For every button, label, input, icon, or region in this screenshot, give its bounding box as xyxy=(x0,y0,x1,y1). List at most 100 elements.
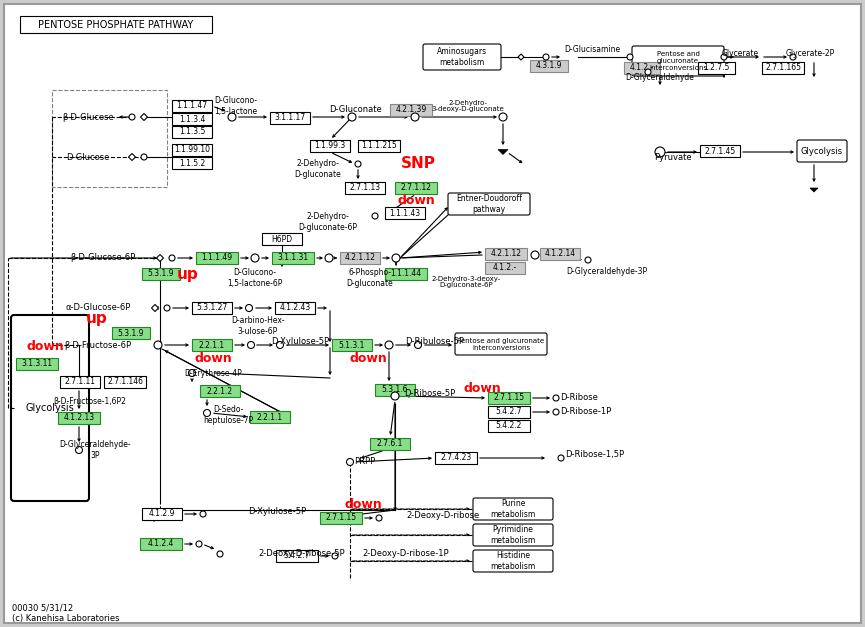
Text: down: down xyxy=(349,352,387,366)
Circle shape xyxy=(553,409,559,415)
Circle shape xyxy=(585,257,591,263)
Text: 2-Deoxy-D-ribose: 2-Deoxy-D-ribose xyxy=(406,510,479,520)
Circle shape xyxy=(499,113,507,121)
Bar xyxy=(172,157,212,169)
Text: 5.3.1.9: 5.3.1.9 xyxy=(118,329,144,337)
Circle shape xyxy=(75,446,82,453)
Text: 4.1.2.-: 4.1.2.- xyxy=(630,63,654,73)
FancyBboxPatch shape xyxy=(473,550,553,572)
Text: Pentose and
glucuronate
interconversions: Pentose and glucuronate interconversions xyxy=(649,51,707,71)
FancyBboxPatch shape xyxy=(473,498,553,520)
Text: 3.1.1.31: 3.1.1.31 xyxy=(278,253,309,263)
Text: down: down xyxy=(463,381,501,394)
Bar xyxy=(375,384,415,396)
Text: 4.2.1.12: 4.2.1.12 xyxy=(490,250,522,258)
Bar xyxy=(276,550,318,562)
Bar xyxy=(172,113,212,125)
Polygon shape xyxy=(151,305,158,312)
Bar xyxy=(52,90,167,187)
Text: 1.1.3.4: 1.1.3.4 xyxy=(179,115,205,124)
Text: down: down xyxy=(26,340,64,354)
Bar xyxy=(540,248,580,260)
FancyBboxPatch shape xyxy=(797,140,847,162)
Circle shape xyxy=(385,341,393,349)
Text: 4.3.1.9: 4.3.1.9 xyxy=(535,61,562,70)
Text: 1.1.1.47: 1.1.1.47 xyxy=(176,102,208,110)
Circle shape xyxy=(251,254,259,262)
Bar xyxy=(142,268,180,280)
Text: 4.1.2.4: 4.1.2.4 xyxy=(148,539,174,549)
Text: up: up xyxy=(86,312,108,327)
Text: 1.1.99.10: 1.1.99.10 xyxy=(174,145,210,154)
Text: Histidine
metabolism: Histidine metabolism xyxy=(490,551,535,571)
Text: 2-Deoxy-D-ribose-1P: 2-Deoxy-D-ribose-1P xyxy=(362,549,449,559)
Text: 2.2.1.2: 2.2.1.2 xyxy=(207,386,233,396)
Text: 2.2.1.1: 2.2.1.1 xyxy=(257,413,283,421)
Circle shape xyxy=(355,161,361,167)
Polygon shape xyxy=(140,113,148,120)
Text: D-Erythrose-4P: D-Erythrose-4P xyxy=(184,369,242,377)
Text: D-Xylulose-5P: D-Xylulose-5P xyxy=(248,507,306,515)
Text: 00030 5/31/12: 00030 5/31/12 xyxy=(12,604,74,613)
Bar xyxy=(358,140,400,152)
Circle shape xyxy=(332,553,338,559)
Text: Glycerate: Glycerate xyxy=(721,48,759,58)
Polygon shape xyxy=(498,149,508,154)
Bar xyxy=(485,248,527,260)
Circle shape xyxy=(543,54,549,60)
Text: Glycerate-2P: Glycerate-2P xyxy=(785,48,835,58)
Text: D-Xylulose-5P: D-Xylulose-5P xyxy=(271,337,329,347)
Text: β-D-Glucose: β-D-Glucose xyxy=(62,112,114,122)
Text: 2.2.1.1: 2.2.1.1 xyxy=(199,340,225,349)
Circle shape xyxy=(376,515,382,521)
Circle shape xyxy=(721,54,727,60)
Text: up: up xyxy=(177,266,199,282)
FancyBboxPatch shape xyxy=(473,524,553,546)
Text: 2.7.4.23: 2.7.4.23 xyxy=(440,453,471,463)
Text: 5.1.3.1: 5.1.3.1 xyxy=(339,340,365,349)
Text: 2.7.1.165: 2.7.1.165 xyxy=(765,63,801,73)
Bar xyxy=(140,538,182,550)
Circle shape xyxy=(169,255,175,261)
Circle shape xyxy=(196,541,202,547)
Bar xyxy=(200,385,240,397)
Text: 2.7.1.15: 2.7.1.15 xyxy=(493,394,524,403)
Bar xyxy=(485,262,525,274)
Text: 1.1.1.49: 1.1.1.49 xyxy=(202,253,233,263)
Text: D-Glucono-
1,5-lactone: D-Glucono- 1,5-lactone xyxy=(215,97,258,116)
Bar xyxy=(272,252,314,264)
Text: 5.4.2.7: 5.4.2.7 xyxy=(496,408,522,416)
Bar xyxy=(172,144,212,156)
Bar xyxy=(142,508,182,520)
Text: Pyruvate: Pyruvate xyxy=(654,154,692,162)
Polygon shape xyxy=(157,255,163,261)
Text: D-Glucisamine: D-Glucisamine xyxy=(564,46,620,55)
Bar xyxy=(345,182,385,194)
Text: β-D-Glucose-6P: β-D-Glucose-6P xyxy=(70,253,136,263)
Text: 4.1.2.14: 4.1.2.14 xyxy=(544,250,575,258)
Text: 4.2.1.12: 4.2.1.12 xyxy=(344,253,375,263)
Text: 3.1.1.17: 3.1.1.17 xyxy=(274,113,305,122)
Text: Pentose and glucuronate
interconversions: Pentose and glucuronate interconversions xyxy=(458,337,545,350)
Text: 5.3.1.6: 5.3.1.6 xyxy=(381,386,408,394)
Text: D-Glyceraldehyde-
3P: D-Glyceraldehyde- 3P xyxy=(59,440,131,460)
Text: Glycolysis: Glycolysis xyxy=(26,403,74,413)
Text: 5.4.2.2: 5.4.2.2 xyxy=(496,421,522,431)
Bar xyxy=(435,452,477,464)
Bar xyxy=(385,207,425,219)
Bar xyxy=(192,339,232,351)
Text: 5.4.2.7: 5.4.2.7 xyxy=(284,552,311,561)
Text: Pyrimidine
metabolism: Pyrimidine metabolism xyxy=(490,525,535,545)
Text: 1.1.99.3: 1.1.99.3 xyxy=(314,142,346,150)
Bar xyxy=(488,406,530,418)
Circle shape xyxy=(553,395,559,401)
Bar xyxy=(172,100,212,112)
Text: 4.1.2.43: 4.1.2.43 xyxy=(279,303,311,312)
Circle shape xyxy=(531,251,539,259)
FancyBboxPatch shape xyxy=(423,44,501,70)
Bar xyxy=(390,104,432,116)
Bar xyxy=(250,411,290,423)
Bar xyxy=(395,182,437,194)
Circle shape xyxy=(129,114,135,120)
Bar xyxy=(16,358,58,370)
